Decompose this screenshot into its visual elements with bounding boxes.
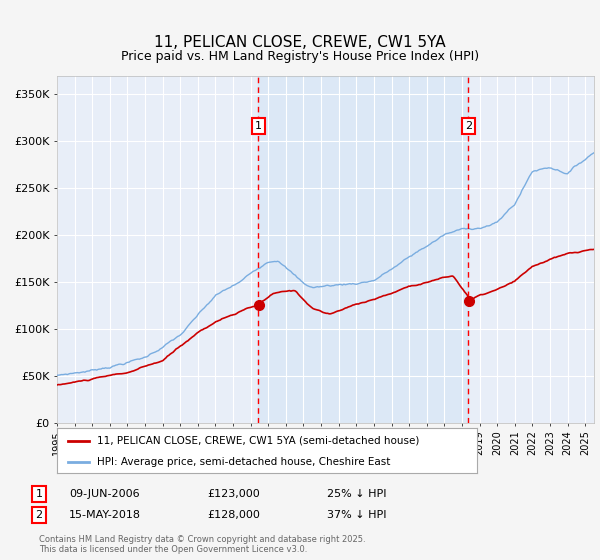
Text: £128,000: £128,000 bbox=[207, 510, 260, 520]
Text: HPI: Average price, semi-detached house, Cheshire East: HPI: Average price, semi-detached house,… bbox=[97, 457, 390, 467]
Text: 09-JUN-2006: 09-JUN-2006 bbox=[69, 489, 140, 499]
Text: 37% ↓ HPI: 37% ↓ HPI bbox=[327, 510, 386, 520]
Text: 25% ↓ HPI: 25% ↓ HPI bbox=[327, 489, 386, 499]
Text: 1: 1 bbox=[35, 489, 43, 499]
Text: 11, PELICAN CLOSE, CREWE, CW1 5YA: 11, PELICAN CLOSE, CREWE, CW1 5YA bbox=[154, 35, 446, 50]
Text: Contains HM Land Registry data © Crown copyright and database right 2025.
This d: Contains HM Land Registry data © Crown c… bbox=[39, 535, 365, 554]
Text: 15-MAY-2018: 15-MAY-2018 bbox=[69, 510, 141, 520]
Text: 1: 1 bbox=[255, 121, 262, 131]
Text: 11, PELICAN CLOSE, CREWE, CW1 5YA (semi-detached house): 11, PELICAN CLOSE, CREWE, CW1 5YA (semi-… bbox=[97, 436, 419, 446]
Text: £123,000: £123,000 bbox=[207, 489, 260, 499]
Text: 2: 2 bbox=[35, 510, 43, 520]
Bar bbox=[259, 76, 469, 423]
Text: Price paid vs. HM Land Registry's House Price Index (HPI): Price paid vs. HM Land Registry's House … bbox=[121, 50, 479, 63]
Text: 2: 2 bbox=[465, 121, 472, 131]
